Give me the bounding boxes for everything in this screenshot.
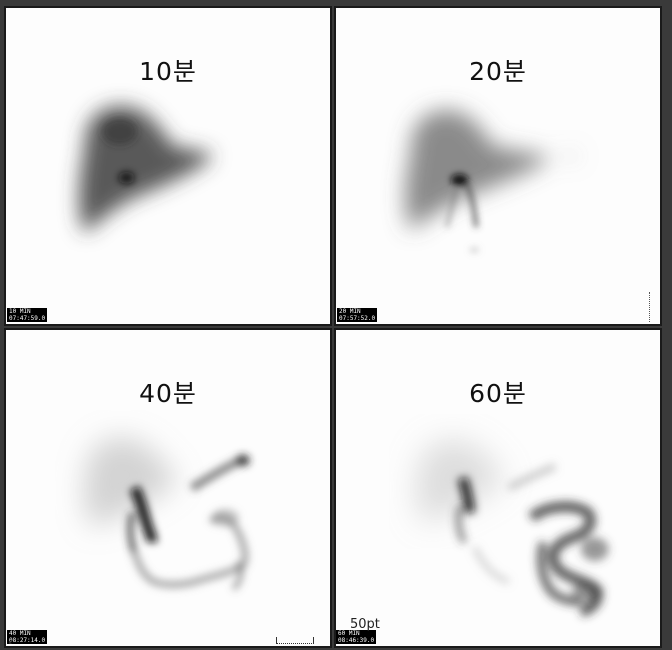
stamp-duration: 60 MIN (338, 630, 360, 637)
stamp-clock-time: 07:47:59.0 (9, 315, 46, 322)
scan-panel-20min: 20분 20 MIN 07:57:52.0 (334, 6, 662, 326)
time-label: 10분 (139, 57, 197, 86)
vertical-scale-ticks (643, 292, 650, 322)
scan-image-60min (416, 439, 609, 617)
stamp-clock-time: 07:57:52.0 (339, 315, 376, 322)
scale-bar (276, 629, 316, 644)
scale-label-wrapper: 50pt (350, 617, 380, 632)
stamp-clock-time: 08:46:39.0 (338, 637, 375, 644)
cursor-icon: ↙ (8, 637, 15, 646)
time-label: 40분 (139, 379, 197, 408)
scan-image-20min (405, 110, 579, 253)
stamp-duration: 40 MIN (9, 630, 31, 637)
scan-image-10min (79, 105, 214, 234)
time-label: 20분 (469, 57, 527, 86)
stamp-duration: 20 MIN (339, 308, 361, 315)
scan-panel-60min: 60분 60 MIN 08:46:39.0 50pt (334, 328, 662, 648)
scan-panel-40min: 40분 40 MIN 08:27:14.0 ↙ (4, 328, 332, 648)
acquisition-stamp: 60 MIN 08:46:39.0 (336, 630, 377, 644)
scale-ruler (276, 637, 314, 644)
scan-image-40min (84, 437, 250, 591)
acquisition-stamp: 10 MIN 07:47:59.0 (7, 308, 48, 322)
stamp-clock-time: 08:27:14.0 (9, 637, 46, 644)
acquisition-stamp: 20 MIN 07:57:52.0 (337, 308, 378, 322)
scale-label: 50pt (350, 617, 380, 632)
stamp-duration: 10 MIN (9, 308, 31, 315)
acquisition-stamp: 40 MIN 08:27:14.0 (7, 630, 48, 644)
time-label: 60분 (469, 379, 527, 408)
scan-panel-10min: 10분 10 MIN 07:47:59.0 (4, 6, 332, 326)
